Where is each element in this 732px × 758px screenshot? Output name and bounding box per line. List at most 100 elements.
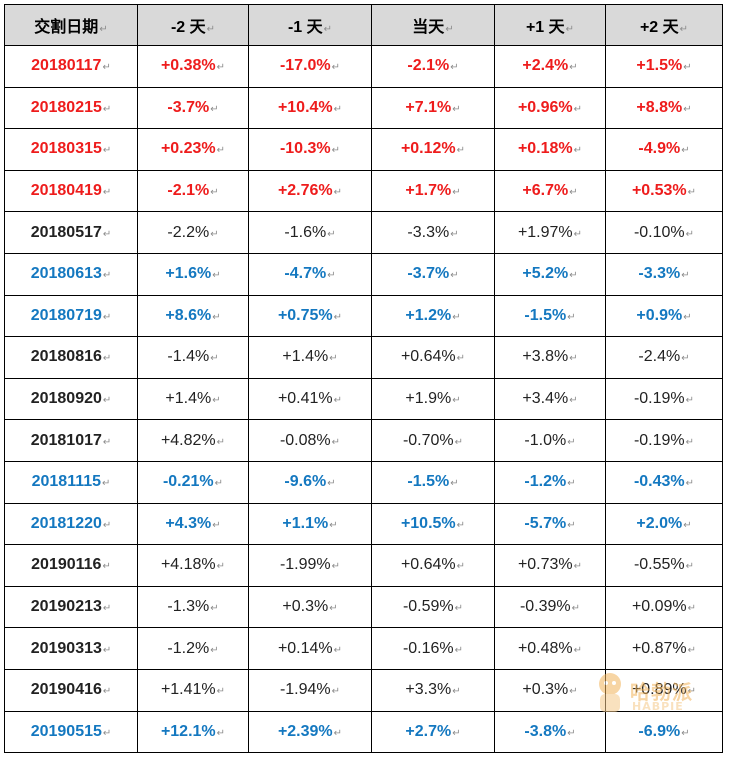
cell-value: 20180613 <box>30 265 102 283</box>
cell-value: -2.4% <box>638 348 681 366</box>
cell-value: -1.0% <box>524 431 567 449</box>
cell-value: -1.3% <box>167 598 210 616</box>
paragraph-mark: ↵ <box>681 353 690 365</box>
paragraph-mark: ↵ <box>210 644 219 656</box>
paragraph-mark: ↵ <box>454 644 464 656</box>
cell-plus-2-day: -6.9%↵ <box>605 710 723 754</box>
cell-value: +1.1% <box>282 514 329 532</box>
cell-delivery-date: 20180215↵ <box>4 86 138 130</box>
paragraph-mark: ↵ <box>102 519 112 531</box>
paragraph-mark: ↵ <box>102 353 112 365</box>
paragraph-mark: ↵ <box>329 519 338 531</box>
cell-plus-1-day: +0.96%↵ <box>494 86 606 130</box>
cell-plus-2-day: +0.09%↵ <box>605 585 723 629</box>
cell-value: 20180215 <box>30 98 102 116</box>
cell-value: +4.82% <box>160 431 216 449</box>
paragraph-mark: ↵ <box>450 478 459 490</box>
cell-value: -1.94% <box>279 681 331 699</box>
cell-value: +0.3% <box>282 598 329 616</box>
cell-same-day: +1.2%↵ <box>371 294 495 338</box>
cell-minus-2-day: +1.41%↵ <box>137 668 249 712</box>
cell-value: +1.9% <box>405 390 452 408</box>
paragraph-mark: ↵ <box>569 62 578 74</box>
cell-same-day: -0.70%↵ <box>371 419 495 462</box>
cell-minus-1-day: +10.4%↵ <box>248 86 372 130</box>
cell-same-day: +1.7%↵ <box>371 169 495 213</box>
cell-minus-1-day: -1.6%↵ <box>248 211 372 254</box>
cell-delivery-date: 20190116↵ <box>4 544 138 587</box>
paragraph-mark: ↵ <box>331 686 341 698</box>
cell-plus-1-day: +3.4%↵ <box>494 377 606 421</box>
cell-value: -0.39% <box>519 598 571 616</box>
table-row: 20181017↵ +4.82%↵ -0.08%↵ -0.70%↵ -1.0%↵ -0.1… <box>4 419 723 462</box>
cell-value: -5.7% <box>524 514 567 532</box>
paragraph-mark: ↵ <box>681 727 690 739</box>
cell-minus-2-day: +1.4%↵ <box>137 377 249 421</box>
paragraph-mark: ↵ <box>102 270 112 282</box>
paragraph-mark: ↵ <box>452 395 461 407</box>
paragraph-mark: ↵ <box>331 145 341 157</box>
cell-minus-2-day: +4.3%↵ <box>137 502 249 546</box>
cell-minus-1-day: -1.99%↵ <box>248 544 372 587</box>
cell-value: -0.55% <box>633 556 685 574</box>
cell-value: +5.2% <box>522 265 569 283</box>
cell-same-day: -3.3%↵ <box>371 211 495 254</box>
paragraph-mark: ↵ <box>687 603 697 615</box>
cell-plus-1-day: +0.18%↵ <box>494 128 606 171</box>
cell-value: -0.08% <box>279 431 331 449</box>
cell-value: +0.9% <box>636 306 683 324</box>
paragraph-mark: ↵ <box>212 270 221 282</box>
table-row: 20190416↵ +1.41%↵ -1.94%↵ +3.3%↵ +0.3%↵ +0.89… <box>4 668 723 712</box>
paragraph-mark: ↵ <box>331 561 341 573</box>
cell-value: 20190515 <box>30 722 102 740</box>
cell-value: +4.3% <box>165 514 212 532</box>
table-row: 20181220↵ +4.3%↵ +1.1%↵ +10.5%↵ -5.7%↵ +2.0%↵ <box>4 502 723 546</box>
cell-value: -0.21% <box>162 473 214 491</box>
paragraph-mark: ↵ <box>454 603 464 615</box>
paragraph-mark: ↵ <box>569 270 578 282</box>
paragraph-mark: ↵ <box>456 145 466 157</box>
paragraph-mark: ↵ <box>452 103 461 115</box>
cell-value: +0.38% <box>160 57 216 75</box>
cell-minus-1-day: -10.3%↵ <box>248 128 372 171</box>
paragraph-mark: ↵ <box>454 436 464 448</box>
cell-minus-2-day: -0.21%↵ <box>137 460 249 504</box>
cell-delivery-date: 20180719↵ <box>4 294 138 338</box>
cell-value: -1.2% <box>524 473 567 491</box>
cell-value: +0.14% <box>277 639 333 657</box>
cell-value: 20180315 <box>30 140 102 158</box>
cell-plus-1-day: -1.2%↵ <box>494 460 606 504</box>
cell-value: -3.8% <box>524 722 567 740</box>
cell-same-day: -2.1%↵ <box>371 45 495 88</box>
paragraph-mark: ↵ <box>102 727 112 739</box>
cell-value: +3.4% <box>522 390 569 408</box>
cell-value: -0.43% <box>633 473 685 491</box>
cell-minus-1-day: -9.6%↵ <box>248 460 372 504</box>
cell-plus-2-day: -3.3%↵ <box>605 252 723 296</box>
paragraph-mark: ↵ <box>567 436 576 448</box>
table-row: 20180517↵ -2.2%↵ -1.6%↵ -3.3%↵ +1.97%↵ -0.10%… <box>4 211 723 254</box>
paragraph-mark: ↵ <box>102 436 112 448</box>
paragraph-mark: ↵ <box>450 228 459 240</box>
paragraph-mark: ↵ <box>333 311 343 323</box>
cell-same-day: +10.5%↵ <box>371 502 495 546</box>
table-row: 20181115↵ -0.21%↵ -9.6%↵ -1.5%↵ -1.2%↵ -0.43%… <box>4 460 723 504</box>
cell-value: 20181017 <box>30 431 102 449</box>
cell-value: +2.4% <box>522 57 569 75</box>
cell-minus-1-day: +0.75%↵ <box>248 294 372 338</box>
cell-value: +1.6% <box>165 265 212 283</box>
cell-plus-2-day: +0.89%↵ <box>605 668 723 712</box>
cell-plus-2-day: -0.19%↵ <box>605 419 723 462</box>
paragraph-mark: ↵ <box>327 478 336 490</box>
table-row: 20180315↵ +0.23%↵ -10.3%↵ +0.12%↵ +0.18%↵ -4.… <box>4 128 723 171</box>
table-row: 20190213↵ -1.3%↵ +0.3%↵ -0.59%↵ -0.39%↵ +0.09… <box>4 585 723 629</box>
paragraph-mark: ↵ <box>452 727 461 739</box>
cell-minus-1-day: +2.76%↵ <box>248 169 372 213</box>
cell-value: +0.64% <box>400 556 456 574</box>
table-body: 20180117↵ +0.38%↵ -17.0%↵ -2.1%↵ +2.4%↵ +1.5%… <box>4 45 723 754</box>
cell-value: 20180920 <box>30 390 102 408</box>
paragraph-mark: ↵ <box>685 228 695 240</box>
paragraph-mark: ↵ <box>216 561 226 573</box>
paragraph-mark: ↵ <box>452 311 461 323</box>
paragraph-mark: ↵ <box>569 187 578 199</box>
